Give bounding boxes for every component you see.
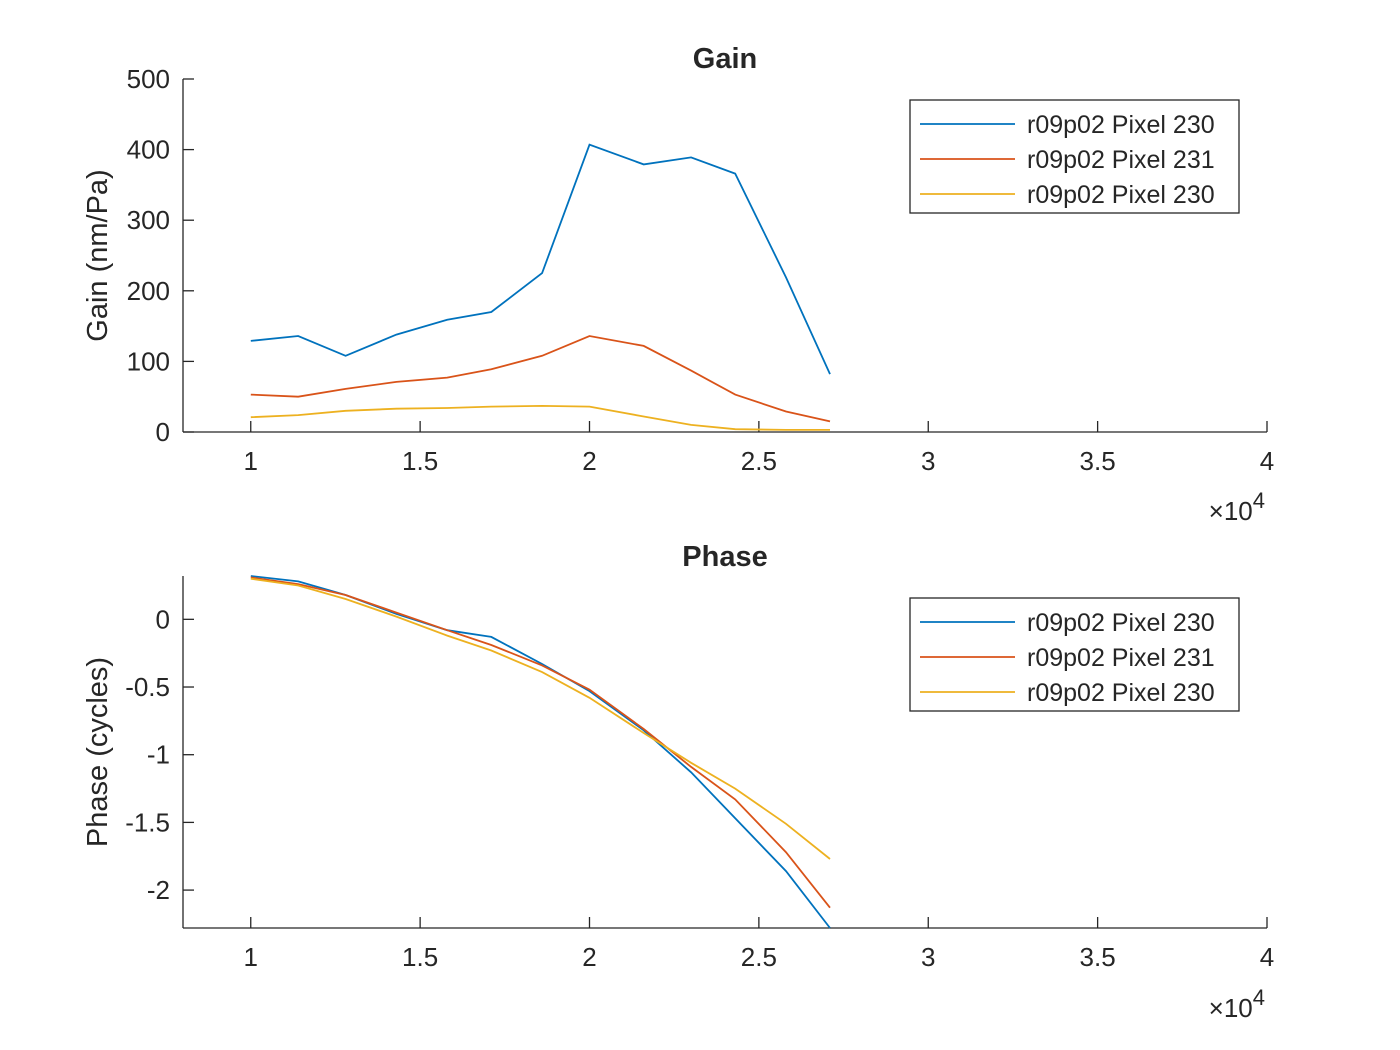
x-tick-label: 1: [244, 446, 258, 476]
series-line-2: [250, 404, 830, 431]
x-tick-label: 2: [582, 942, 596, 972]
y-tick-label: 500: [127, 64, 170, 94]
y-tick-label: 300: [127, 205, 170, 235]
x-tick-label: 3.5: [1080, 446, 1116, 476]
y-tick-label: 0: [156, 417, 170, 447]
y-tick-label: 200: [127, 276, 170, 306]
y-tick-label: -1.5: [125, 807, 170, 837]
y-axis-label: Gain (nm/Pa): [82, 169, 114, 341]
y-tick-label: -2: [147, 875, 170, 905]
y-tick-label: 0: [156, 604, 170, 634]
legend-entry-2: r09p02 Pixel 230: [1027, 679, 1215, 707]
series-line-1: [250, 335, 831, 423]
x-tick-label: 1.5: [402, 942, 438, 972]
series-line-0: [250, 143, 831, 375]
x-tick-label: 2: [582, 446, 596, 476]
x-exponent-base: ×10: [1209, 496, 1253, 526]
x-exponent-power: 4: [1253, 985, 1265, 1010]
series-line-0: [250, 575, 831, 929]
y-tick-label: -1: [147, 740, 170, 770]
y-tick-label: 400: [127, 135, 170, 165]
series-line-2: [250, 577, 831, 860]
x-exponent-label: ×104: [1209, 985, 1265, 1023]
phase-panel: 1 1.5 2 2.5 3 3.5 4 0 -0.5 -1 -1.5 -2 Phase Phase (cy…: [82, 541, 1274, 1023]
x-tick-label: 3: [921, 942, 935, 972]
x-tick-label: 4: [1260, 942, 1274, 972]
x-tick-label: 1.5: [402, 446, 438, 476]
legend-entry-0: r09p02 Pixel 230: [1027, 111, 1215, 139]
gain-panel: 1 1.5 2 2.5 3 3.5 4 0 100 200 300 400 500 Gain Gain (n…: [82, 43, 1274, 526]
x-exponent-base: ×10: [1209, 993, 1253, 1023]
legend-entry-1: r09p02 Pixel 231: [1027, 146, 1215, 174]
x-exponent-label: ×104: [1209, 488, 1265, 526]
x-tick-label: 1: [244, 942, 258, 972]
series-line-1: [250, 576, 831, 909]
x-tick-label: 2.5: [741, 446, 777, 476]
x-tick-label: 4: [1260, 446, 1274, 476]
chart-title: Gain: [693, 43, 757, 75]
x-tick-label: 2.5: [741, 942, 777, 972]
legend: r09p02 Pixel 230 r09p02 Pixel 231 r09p02 P…: [909, 99, 1240, 214]
legend-entry-0: r09p02 Pixel 230: [1027, 609, 1215, 637]
x-exponent-power: 4: [1253, 488, 1265, 513]
legend-entry-2: r09p02 Pixel 230: [1027, 181, 1215, 209]
y-tick-label: 100: [127, 346, 170, 376]
chart-title: Phase: [682, 541, 767, 573]
y-axis-label: Phase (cycles): [82, 657, 114, 847]
x-tick-label: 3: [921, 446, 935, 476]
legend-entry-1: r09p02 Pixel 231: [1027, 644, 1215, 672]
x-tick-label: 3.5: [1080, 942, 1116, 972]
y-tick-label: -0.5: [125, 672, 170, 702]
legend: r09p02 Pixel 230 r09p02 Pixel 231 r09p02 P…: [909, 597, 1240, 712]
